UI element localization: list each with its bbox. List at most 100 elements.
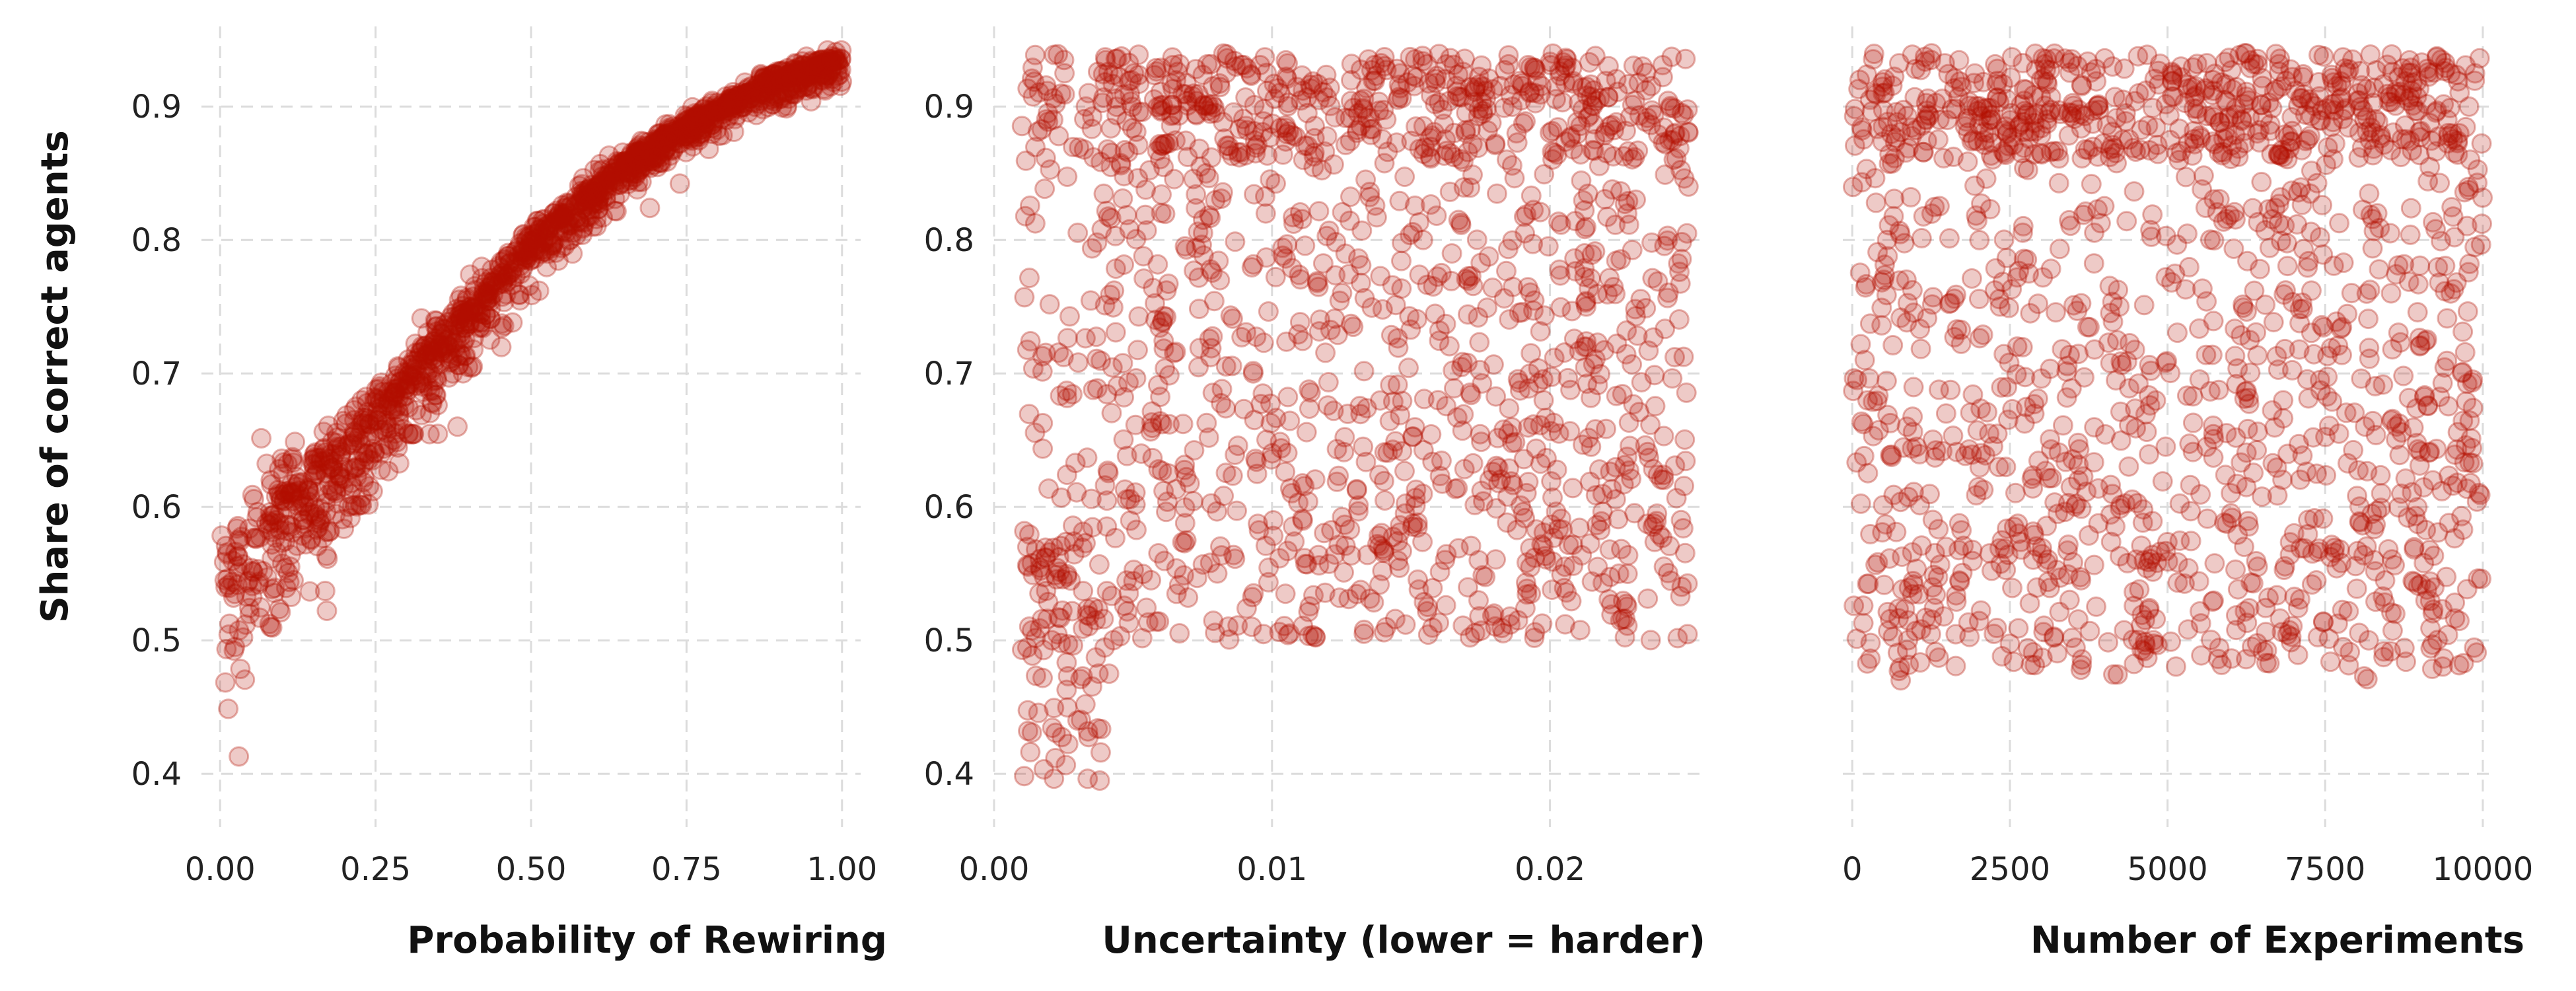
- scatter-point: [1671, 576, 1692, 597]
- scatter-point: [1997, 409, 2019, 430]
- scatter-point: [277, 563, 299, 583]
- scatter-point: [1997, 377, 2018, 398]
- scatter-point: [662, 116, 684, 137]
- scatter-point: [2034, 54, 2056, 75]
- scatter-point: [342, 433, 363, 454]
- scatter-point: [2466, 642, 2487, 663]
- scatter-point: [2346, 578, 2367, 599]
- scatter-point: [1338, 589, 1359, 610]
- scatter-point: [666, 125, 687, 145]
- scatter-point: [2013, 215, 2034, 237]
- scatter-point: [1513, 113, 1534, 134]
- scatter-point: [329, 466, 350, 486]
- scatter-point: [2024, 525, 2045, 546]
- scatter-point: [761, 75, 782, 96]
- scatter-point: [242, 560, 263, 581]
- scatter-point: [2452, 361, 2473, 383]
- scatter-point: [1482, 277, 1503, 299]
- scatter-point: [2447, 144, 2468, 165]
- scatter-point: [2005, 482, 2026, 503]
- scatter-point: [671, 122, 692, 143]
- scatter-point: [478, 290, 498, 311]
- scatter-point: [2388, 497, 2409, 518]
- scatter-point: [2441, 197, 2462, 218]
- scatter-point: [353, 472, 374, 493]
- scatter-point: [2343, 439, 2364, 460]
- scatter-point: [1657, 225, 1678, 246]
- scatter-point: [1517, 277, 1538, 298]
- scatter-point: [1328, 465, 1349, 486]
- scatter-point: [675, 126, 696, 147]
- scatter-point: [419, 402, 441, 423]
- scatter-point: [1888, 608, 1909, 629]
- scatter-point: [764, 88, 785, 109]
- scatter-point: [569, 192, 590, 213]
- scatter-point: [1675, 48, 1696, 69]
- scatter-point: [2457, 301, 2478, 322]
- scatter-point: [304, 460, 325, 482]
- scatter-point: [651, 128, 672, 149]
- scatter-point: [527, 211, 548, 232]
- scatter-point: [604, 188, 626, 209]
- scatter-point: [631, 141, 652, 162]
- scatter-point: [1270, 431, 1291, 453]
- scatter-point: [649, 152, 670, 173]
- scatter-point: [1608, 563, 1629, 584]
- scatter-point: [1984, 623, 2005, 644]
- scatter-point: [1077, 768, 1098, 789]
- scatter-point: [1361, 297, 1382, 318]
- scatter-point: [491, 313, 513, 334]
- scatter-point: [2415, 519, 2437, 540]
- scatter-point: [2349, 511, 2370, 532]
- scatter-point: [1392, 441, 1413, 462]
- scatter-point: [1477, 120, 1498, 141]
- scatter-point: [1133, 268, 1155, 289]
- scatter-point: [2382, 122, 2404, 143]
- scatter-point: [1153, 94, 1173, 116]
- scatter-point: [229, 620, 250, 641]
- scatter-point: [709, 96, 730, 118]
- scatter-point: [1949, 513, 1970, 534]
- scatter-point: [1308, 321, 1330, 342]
- scatter-point: [1662, 368, 1683, 389]
- scatter-point: [699, 108, 720, 129]
- scatter-point: [259, 514, 280, 535]
- scatter-point: [679, 114, 700, 134]
- scatter-point: [412, 372, 433, 393]
- scatter-point: [2084, 222, 2105, 243]
- scatter-point: [1303, 585, 1324, 606]
- scatter-point: [1305, 627, 1326, 648]
- scatter-point: [1880, 445, 1901, 466]
- scatter-point: [1903, 482, 1924, 503]
- scatter-point: [1102, 297, 1124, 318]
- scatter-point: [2044, 626, 2065, 647]
- scatter-point: [2362, 238, 2383, 259]
- scatter-point: [2273, 284, 2295, 305]
- scatter-point: [1116, 205, 1137, 226]
- scatter-point: [286, 476, 307, 497]
- scatter-point: [2252, 486, 2272, 507]
- scatter-point: [2178, 619, 2199, 640]
- scatter-point: [765, 70, 785, 91]
- scatter-point: [307, 447, 328, 468]
- x-tick-label: 1.00: [806, 851, 877, 888]
- scatter-point: [1902, 406, 1923, 427]
- scatter-point: [1303, 71, 1324, 92]
- scatter-point: [1257, 145, 1278, 166]
- scatter-point: [1399, 306, 1420, 327]
- scatter-point: [2381, 549, 2402, 570]
- scatter-point: [427, 394, 448, 416]
- scatter-point: [1123, 571, 1144, 592]
- scatter-point: [571, 180, 592, 202]
- scatter-point: [1530, 453, 1551, 474]
- scatter-point: [761, 83, 782, 104]
- scatter-point: [333, 410, 354, 431]
- scatter-point: [2186, 54, 2207, 75]
- scatter-point: [1581, 74, 1601, 95]
- scatter-point: [1350, 272, 1371, 293]
- scatter-point: [588, 199, 609, 220]
- scatter-point: [1276, 68, 1297, 89]
- scatter-point: [813, 70, 834, 91]
- scatter-point: [542, 212, 563, 233]
